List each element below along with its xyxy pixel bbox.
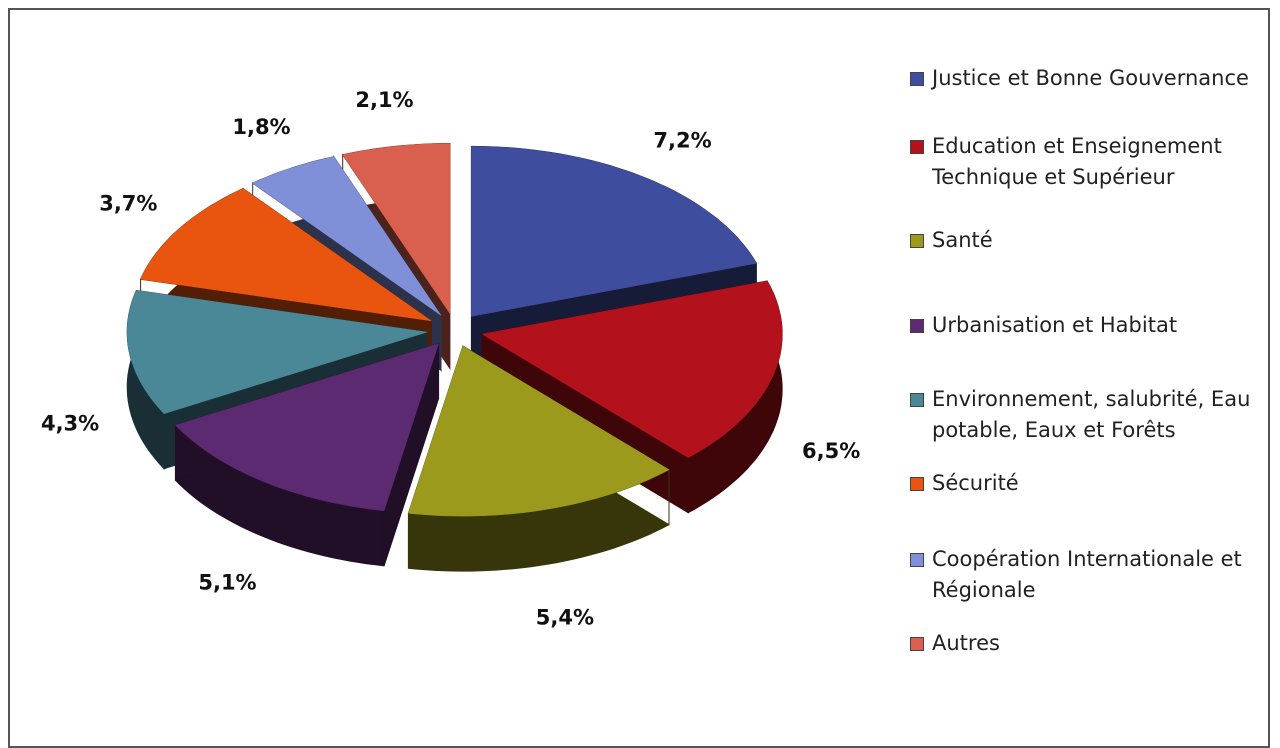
legend-label: Justice et Bonne Gouvernance: [932, 66, 1249, 90]
data-label: 3,7%: [99, 191, 157, 215]
slice: [126, 290, 428, 414]
legend-swatch: [910, 393, 924, 407]
legend-label: Education et Enseignement Technique et S…: [932, 134, 1222, 189]
legend-label: Autres: [932, 631, 1000, 655]
legend-label: Santé: [932, 228, 993, 252]
legend-label: Urbanisation et Habitat: [932, 313, 1178, 337]
legend-swatch: [910, 553, 924, 567]
legend-item: Environnement, salubrité, Eau potable, E…: [908, 384, 1280, 446]
legend-label: Coopération Internationale et Régionale: [932, 547, 1242, 602]
slice: [342, 143, 451, 315]
data-label: 1,8%: [232, 115, 290, 139]
legend-item: Autres: [908, 628, 1280, 659]
data-label: 7,2%: [653, 128, 711, 152]
data-label: 2,1%: [355, 88, 413, 112]
slice: [471, 146, 757, 317]
legend-swatch: [910, 72, 924, 86]
legend-item: Urbanisation et Habitat: [908, 310, 1280, 341]
data-label: 4,3%: [41, 411, 99, 435]
legend-swatch: [910, 319, 924, 333]
legend-item: Santé: [908, 225, 1280, 256]
data-label: 5,1%: [198, 571, 256, 595]
legend-label: Sécurité: [932, 471, 1019, 495]
legend-item: Coopération Internationale et Régionale: [908, 544, 1280, 606]
slice: [481, 280, 783, 458]
legend-swatch: [910, 637, 924, 651]
legend-swatch: [910, 140, 924, 154]
legend-item: Sécurité: [908, 468, 1280, 499]
slice: [140, 188, 432, 322]
legend-item: Justice et Bonne Gouvernance: [908, 63, 1280, 94]
legend-swatch: [910, 234, 924, 248]
slice: [408, 345, 670, 517]
slice: [252, 156, 442, 316]
data-label: 5,4%: [536, 605, 594, 629]
slice: [174, 343, 439, 512]
legend-item: Education et Enseignement Technique et S…: [908, 131, 1280, 193]
legend-label: Environnement, salubrité, Eau potable, E…: [932, 387, 1251, 442]
data-label: 6,5%: [802, 439, 860, 463]
legend-swatch: [910, 477, 924, 491]
